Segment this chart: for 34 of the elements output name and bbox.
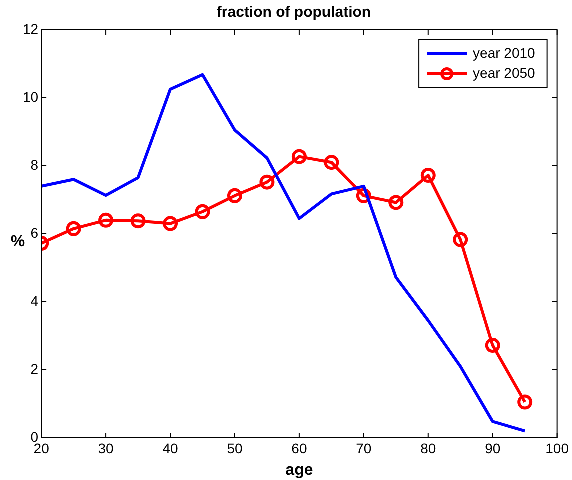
point bbox=[324, 155, 340, 170]
point bbox=[292, 149, 307, 164]
legend-label: year 2010 bbox=[473, 44, 536, 61]
x-tick-label: 100 bbox=[546, 440, 570, 456]
x-tick-label: 50 bbox=[227, 440, 243, 456]
point bbox=[195, 204, 210, 220]
point bbox=[388, 195, 404, 210]
x-tick-label: 90 bbox=[485, 440, 501, 456]
point bbox=[518, 394, 533, 410]
x-axis-title: age bbox=[286, 462, 314, 479]
legend-label: year 2050 bbox=[473, 64, 536, 81]
point bbox=[453, 232, 468, 248]
y-axis-title: % bbox=[10, 233, 26, 250]
point bbox=[66, 221, 82, 236]
chart-title: fraction of population bbox=[216, 4, 372, 22]
x-tick-label: 60 bbox=[292, 440, 308, 456]
x-tick-label: 40 bbox=[162, 440, 179, 456]
y-tick-label: 0 bbox=[30, 428, 39, 445]
point bbox=[420, 168, 436, 184]
y-tick-label: 10 bbox=[22, 88, 39, 105]
x-tick-label: 70 bbox=[356, 440, 372, 456]
x-tick-label: 80 bbox=[420, 440, 436, 456]
y-tick-label: 8 bbox=[30, 156, 39, 173]
y-tick-label: 6 bbox=[30, 224, 39, 241]
y-tick-label: 12 bbox=[22, 20, 39, 37]
point bbox=[163, 216, 178, 232]
point bbox=[485, 338, 500, 354]
point bbox=[130, 214, 146, 229]
point bbox=[260, 174, 275, 190]
x-tick-label: 30 bbox=[98, 440, 114, 456]
y-tick-label: 2 bbox=[30, 360, 39, 377]
point bbox=[227, 188, 242, 204]
point bbox=[98, 212, 114, 228]
y-tick-label: 4 bbox=[30, 292, 39, 309]
